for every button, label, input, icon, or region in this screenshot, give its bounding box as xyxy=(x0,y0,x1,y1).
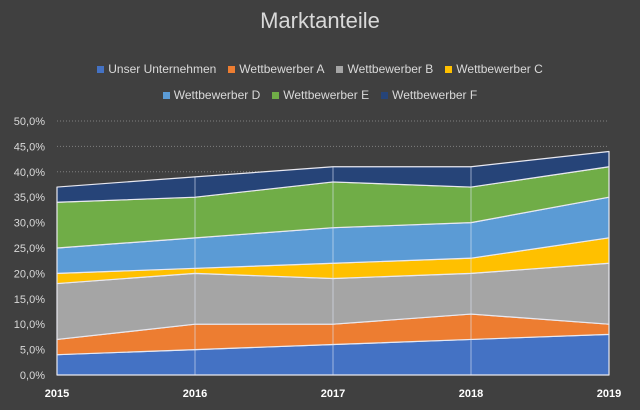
legend-label: Wettbewerber B xyxy=(347,62,434,76)
x-tick-label: 2015 xyxy=(45,388,69,400)
legend-swatch xyxy=(272,91,280,99)
legend-label: Wettbewerber F xyxy=(392,88,478,102)
legend-item: Wettbewerber F xyxy=(381,88,477,102)
chart-title: Marktanteile xyxy=(260,8,380,33)
legend-item: Wettbewerber D xyxy=(162,88,261,102)
y-tick-label: 0,0% xyxy=(20,370,45,382)
y-tick-label: 20,0% xyxy=(14,268,45,280)
x-tick-label: 2019 xyxy=(597,388,621,400)
legend-item: Wettbewerber C xyxy=(445,62,543,76)
x-tick-label: 2016 xyxy=(183,388,207,400)
y-tick-label: 45,0% xyxy=(14,141,45,153)
y-tick-label: 50,0% xyxy=(14,116,45,128)
x-tick-label: 2017 xyxy=(321,388,345,400)
y-tick-label: 30,0% xyxy=(14,218,45,230)
legend-label: Wettbewerber E xyxy=(283,88,370,102)
y-tick-label: 10,0% xyxy=(14,319,45,331)
legend-swatch xyxy=(336,65,344,73)
legend-swatch xyxy=(97,65,105,73)
y-tick-label: 35,0% xyxy=(14,192,45,204)
legend-swatch xyxy=(381,91,389,99)
y-tick-label: 25,0% xyxy=(14,243,45,255)
y-tick-label: 5,0% xyxy=(20,345,45,357)
legend-item: Wettbewerber E xyxy=(272,88,369,102)
legend-label: Wettbewerber C xyxy=(456,62,543,76)
legend-swatch xyxy=(228,65,236,73)
legend: Unser Unternehmen Wettbewerber A Wettbewer… xyxy=(0,62,640,76)
legend-item: Wettbewerber A xyxy=(228,62,324,76)
legend-label: Unser Unternehmen xyxy=(108,62,217,76)
legend-item: Wettbewerber B xyxy=(336,62,433,76)
y-tick-label: 40,0% xyxy=(14,167,45,179)
legend-label: Wettbewerber D xyxy=(173,88,261,102)
legend-label: Wettbewerber A xyxy=(239,62,325,76)
legend-swatch xyxy=(162,91,170,99)
x-tick-label: 2018 xyxy=(459,388,483,400)
legend: Wettbewerber D Wettbewerber E Wettbewerber… xyxy=(0,88,640,102)
y-tick-label: 15,0% xyxy=(14,294,45,306)
legend-swatch xyxy=(445,65,453,73)
legend-item: Unser Unternehmen xyxy=(97,62,216,76)
